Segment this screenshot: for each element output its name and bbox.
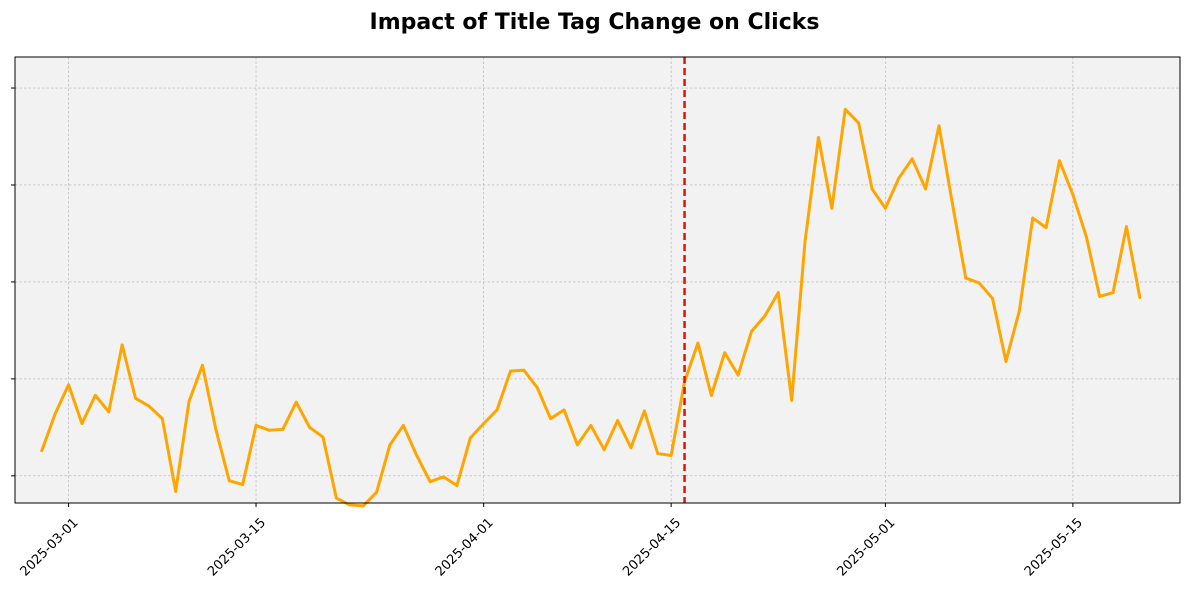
data-point xyxy=(227,479,231,483)
data-point xyxy=(415,454,419,457)
data-point xyxy=(308,425,311,429)
data-point xyxy=(80,422,84,425)
data-point xyxy=(549,417,553,421)
data-point xyxy=(830,206,834,210)
data-point xyxy=(736,373,740,377)
chart-title: Impact of Title Tag Change on Clicks xyxy=(370,10,820,35)
data-point xyxy=(790,398,794,402)
data-point xyxy=(321,435,325,439)
data-point xyxy=(201,363,204,367)
data-point xyxy=(870,187,874,191)
data-point xyxy=(776,291,780,295)
data-point xyxy=(1125,225,1128,229)
data-point xyxy=(924,187,927,191)
series-layer xyxy=(40,107,1142,508)
data-point xyxy=(361,504,365,508)
data-point xyxy=(401,424,405,427)
data-point xyxy=(334,496,338,500)
data-point xyxy=(656,452,660,455)
data-point xyxy=(1084,234,1088,238)
x-tick-label: 2025-04-01 xyxy=(433,515,497,579)
data-point xyxy=(160,417,164,421)
plot-area xyxy=(15,57,1180,503)
data-point xyxy=(120,343,124,347)
data-point xyxy=(174,489,178,493)
data-point xyxy=(455,484,459,487)
data-point xyxy=(977,281,981,285)
data-point xyxy=(602,448,606,452)
data-point xyxy=(495,408,499,412)
data-point xyxy=(241,483,245,486)
data-point xyxy=(107,410,111,414)
grid-lines xyxy=(15,57,1180,503)
data-point xyxy=(535,386,539,390)
data-point xyxy=(1031,216,1035,220)
data-point xyxy=(669,454,673,457)
data-point xyxy=(642,409,646,413)
data-point xyxy=(268,428,271,432)
data-point xyxy=(348,503,352,507)
data-point xyxy=(40,449,44,453)
data-point xyxy=(375,490,378,494)
data-point xyxy=(1111,291,1115,295)
data-point xyxy=(147,404,151,408)
data-point xyxy=(67,383,70,387)
plot-frame xyxy=(14,56,1181,504)
data-point xyxy=(187,399,191,403)
data-point xyxy=(723,351,727,355)
data-point xyxy=(428,480,432,484)
x-tick-label: 2025-03-15 xyxy=(205,515,269,579)
data-point xyxy=(857,121,861,125)
data-point xyxy=(884,206,887,210)
data-point xyxy=(522,368,526,372)
data-point xyxy=(1071,193,1075,197)
data-point xyxy=(817,136,820,139)
data-point xyxy=(1058,159,1061,163)
data-point xyxy=(1138,296,1142,299)
x-tick-label: 2025-05-01 xyxy=(834,515,898,579)
data-point xyxy=(294,400,298,404)
data-point xyxy=(214,427,218,431)
data-point xyxy=(509,369,512,373)
data-point xyxy=(254,424,258,427)
x-tick-label: 2025-04-15 xyxy=(620,515,684,579)
data-point xyxy=(93,393,97,397)
data-point xyxy=(589,424,593,427)
data-point xyxy=(53,412,57,416)
data-point xyxy=(910,157,914,161)
data-point xyxy=(950,202,954,205)
data-point xyxy=(1017,309,1021,313)
data-point xyxy=(629,446,633,450)
data-point xyxy=(964,276,968,280)
data-point xyxy=(1004,360,1008,363)
data-point xyxy=(897,176,901,180)
data-point xyxy=(763,314,767,318)
data-point xyxy=(750,329,753,333)
data-point xyxy=(843,107,847,111)
data-point xyxy=(442,475,445,479)
data-point xyxy=(468,436,472,440)
data-point xyxy=(696,341,700,345)
data-point xyxy=(616,419,619,422)
data-point xyxy=(134,396,137,400)
data-point xyxy=(937,124,941,128)
data-point xyxy=(562,408,566,412)
x-tick-label: 2025-03-01 xyxy=(18,515,82,579)
data-point xyxy=(1044,226,1048,230)
data-point xyxy=(281,427,285,431)
data-point xyxy=(482,422,486,425)
data-point xyxy=(576,443,579,447)
data-point xyxy=(991,297,994,300)
data-point xyxy=(803,239,807,243)
x-tick-label: 2025-05-15 xyxy=(1022,515,1086,579)
data-point xyxy=(388,443,392,447)
data-point xyxy=(1098,295,1102,298)
data-point xyxy=(709,393,713,397)
